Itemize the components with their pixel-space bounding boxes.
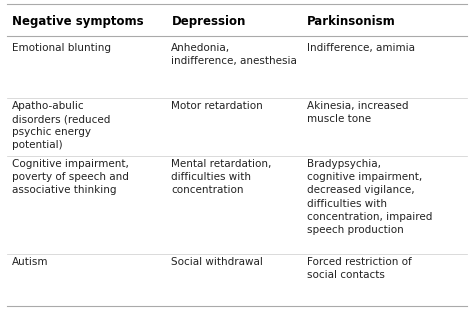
Text: Social withdrawal: Social withdrawal: [172, 257, 263, 267]
Text: Autism: Autism: [12, 257, 49, 267]
Text: Cognitive impairment,
poverty of speech and
associative thinking: Cognitive impairment, poverty of speech …: [12, 159, 129, 195]
Text: Negative symptoms: Negative symptoms: [12, 15, 144, 28]
Text: Apatho-abulic
disorders (reduced
psychic energy
potential): Apatho-abulic disorders (reduced psychic…: [12, 101, 110, 150]
Text: Parkinsonism: Parkinsonism: [307, 15, 396, 28]
Text: Depression: Depression: [172, 15, 246, 28]
Text: Akinesia, increased
muscle tone: Akinesia, increased muscle tone: [307, 101, 409, 124]
Text: Mental retardation,
difficulties with
concentration: Mental retardation, difficulties with co…: [172, 159, 272, 195]
Text: Bradypsychia,
cognitive impairment,
decreased vigilance,
difficulties with
conce: Bradypsychia, cognitive impairment, decr…: [307, 159, 433, 235]
Text: Emotional blunting: Emotional blunting: [12, 43, 111, 53]
Text: Anhedonia,
indifference, anesthesia: Anhedonia, indifference, anesthesia: [172, 43, 297, 66]
Text: Indifference, amimia: Indifference, amimia: [307, 43, 415, 53]
Text: Forced restriction of
social contacts: Forced restriction of social contacts: [307, 257, 412, 280]
Text: Motor retardation: Motor retardation: [172, 101, 263, 111]
